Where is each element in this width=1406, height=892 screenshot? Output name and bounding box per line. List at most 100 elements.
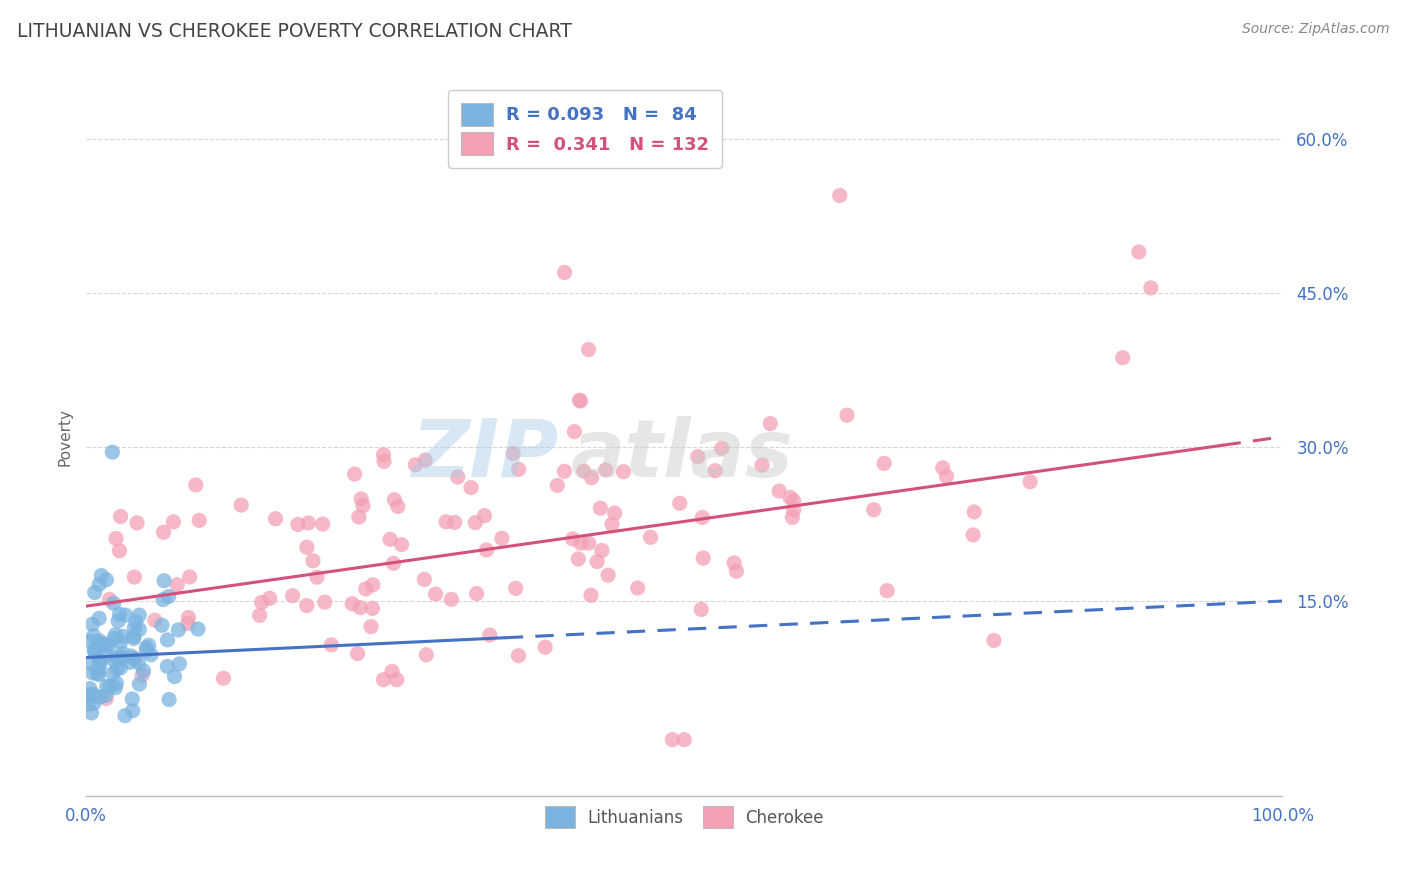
Point bbox=[305, 570, 328, 584]
Point bbox=[118, 656, 141, 670]
Point bbox=[125, 615, 148, 629]
Point bbox=[932, 460, 955, 475]
Point bbox=[589, 501, 612, 516]
Point bbox=[89, 577, 111, 591]
Point bbox=[79, 681, 101, 696]
Point bbox=[404, 458, 426, 472]
Point bbox=[710, 442, 733, 456]
Point bbox=[80, 706, 103, 720]
Point bbox=[415, 648, 437, 662]
Point bbox=[287, 517, 309, 532]
Text: Source: ZipAtlas.com: Source: ZipAtlas.com bbox=[1241, 22, 1389, 37]
Point bbox=[508, 648, 530, 663]
Point bbox=[104, 681, 127, 695]
Point bbox=[110, 652, 132, 666]
Point bbox=[475, 543, 498, 558]
Point bbox=[862, 503, 884, 517]
Point bbox=[783, 502, 806, 516]
Point bbox=[264, 512, 287, 526]
Point bbox=[122, 632, 145, 646]
Point bbox=[873, 456, 896, 470]
Point bbox=[312, 517, 335, 532]
Point bbox=[460, 481, 482, 495]
Point bbox=[352, 499, 374, 513]
Point bbox=[302, 554, 325, 568]
Point bbox=[768, 483, 790, 498]
Point bbox=[534, 640, 557, 655]
Point bbox=[723, 556, 745, 570]
Point bbox=[114, 708, 136, 723]
Point bbox=[152, 592, 174, 607]
Point bbox=[110, 635, 132, 649]
Point bbox=[983, 633, 1005, 648]
Point bbox=[382, 492, 405, 507]
Point bbox=[105, 662, 128, 676]
Point bbox=[107, 651, 129, 665]
Point bbox=[692, 551, 714, 566]
Point bbox=[725, 564, 748, 578]
Point bbox=[612, 465, 634, 479]
Point bbox=[110, 661, 132, 675]
Point bbox=[782, 493, 804, 508]
Point bbox=[131, 668, 153, 682]
Point bbox=[153, 574, 176, 588]
Point bbox=[111, 646, 134, 660]
Point bbox=[139, 648, 162, 662]
Point bbox=[782, 510, 804, 524]
Point bbox=[381, 665, 404, 679]
Legend: Lithuanians, Cherokee: Lithuanians, Cherokee bbox=[538, 800, 830, 835]
Point bbox=[96, 638, 118, 652]
Point bbox=[343, 467, 366, 481]
Point bbox=[465, 586, 488, 600]
Point bbox=[572, 464, 595, 478]
Point bbox=[105, 676, 128, 690]
Y-axis label: Poverty: Poverty bbox=[58, 408, 72, 466]
Point bbox=[124, 651, 146, 665]
Point bbox=[82, 687, 104, 701]
Point bbox=[103, 632, 125, 646]
Point bbox=[114, 608, 136, 623]
Point bbox=[554, 265, 576, 279]
Point bbox=[581, 470, 603, 484]
Point bbox=[96, 691, 118, 706]
Point bbox=[86, 666, 108, 681]
Point bbox=[89, 657, 111, 672]
Text: atlas: atlas bbox=[571, 416, 793, 494]
Point bbox=[122, 630, 145, 644]
Point bbox=[349, 600, 371, 615]
Point bbox=[413, 453, 436, 467]
Point bbox=[82, 617, 104, 632]
Point bbox=[110, 509, 132, 524]
Point bbox=[474, 508, 496, 523]
Point bbox=[89, 611, 111, 625]
Point bbox=[177, 610, 200, 624]
Point bbox=[385, 673, 408, 687]
Point bbox=[93, 637, 115, 651]
Point bbox=[98, 592, 121, 607]
Point bbox=[668, 496, 690, 510]
Point bbox=[828, 188, 851, 202]
Point bbox=[391, 537, 413, 551]
Point bbox=[600, 517, 623, 532]
Point bbox=[350, 491, 373, 506]
Point bbox=[84, 647, 107, 661]
Point bbox=[143, 613, 166, 627]
Point bbox=[661, 732, 683, 747]
Point bbox=[97, 640, 120, 654]
Point bbox=[103, 653, 125, 667]
Point bbox=[96, 679, 118, 693]
Point bbox=[578, 343, 600, 357]
Point bbox=[103, 596, 125, 610]
Point bbox=[104, 628, 127, 642]
Point bbox=[124, 570, 146, 584]
Point bbox=[598, 568, 620, 582]
Point bbox=[105, 532, 128, 546]
Point bbox=[361, 578, 384, 592]
Point bbox=[779, 491, 801, 505]
Point bbox=[464, 516, 486, 530]
Point bbox=[378, 533, 401, 547]
Point bbox=[150, 618, 173, 632]
Point bbox=[94, 689, 117, 703]
Point bbox=[686, 450, 709, 464]
Point bbox=[76, 698, 98, 712]
